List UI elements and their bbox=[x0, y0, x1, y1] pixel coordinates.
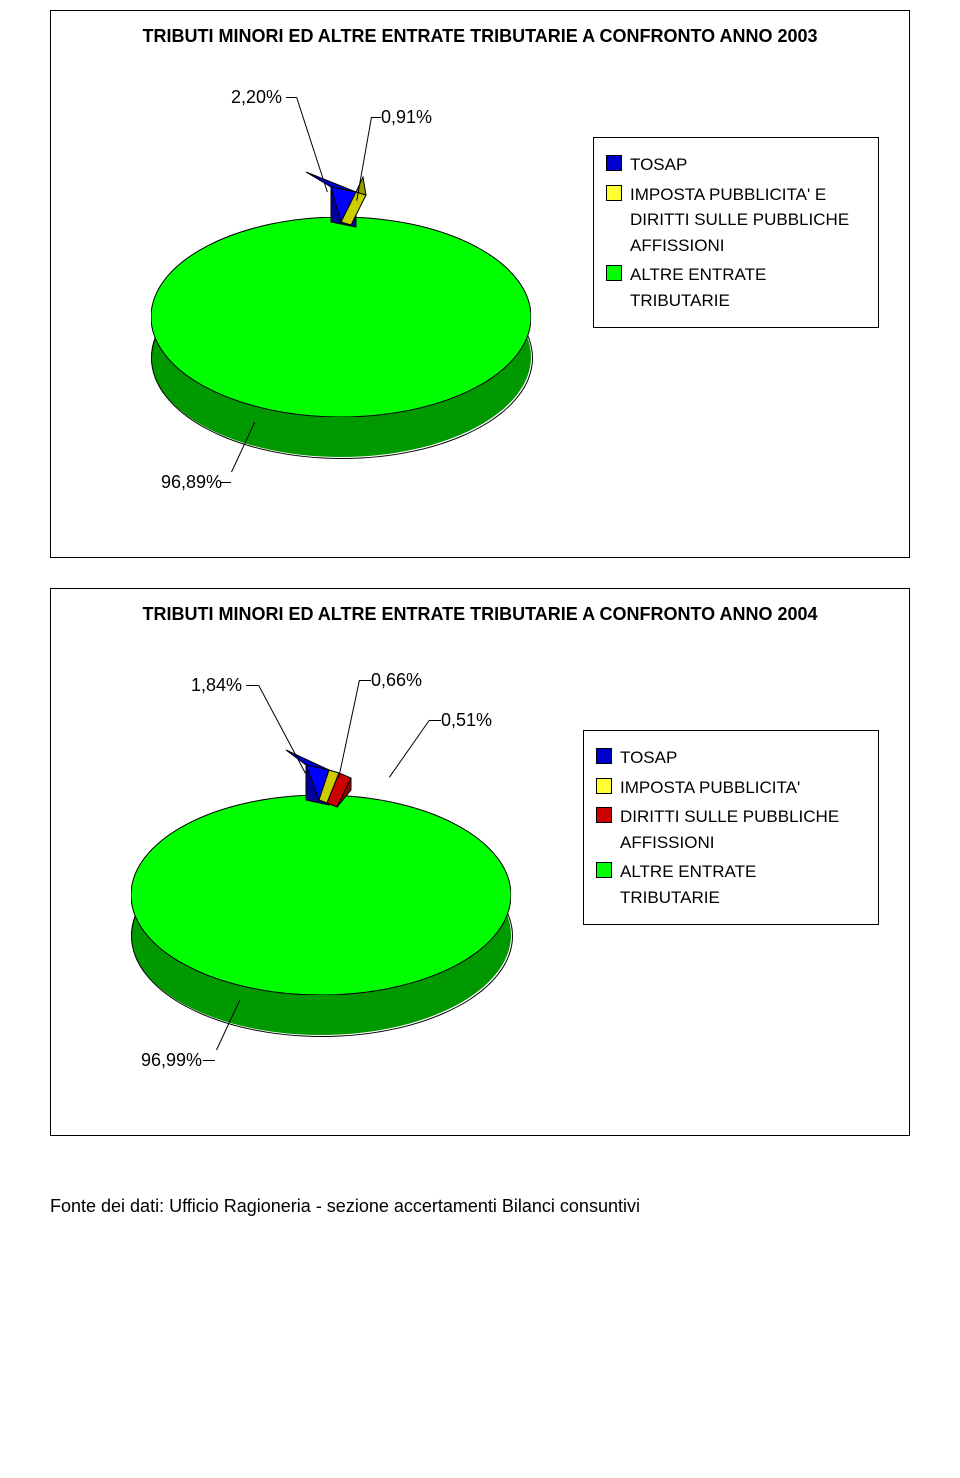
leader bbox=[286, 97, 296, 98]
leader bbox=[221, 482, 231, 483]
chart-2003-title: TRIBUTI MINORI ED ALTRE ENTRATE TRIBUTAR… bbox=[71, 26, 889, 47]
legend-item: IMPOSTA PUBBLICITA' E DIRITTI SULLE PUBB… bbox=[606, 182, 866, 259]
swatch bbox=[596, 748, 612, 764]
swatch bbox=[606, 155, 622, 171]
legend-label: ALTRE ENTRATE TRIBUTARIE bbox=[620, 859, 850, 910]
callout-2003-altre: 96,89% bbox=[161, 472, 222, 493]
swatch bbox=[606, 185, 622, 201]
legend-label: IMPOSTA PUBBLICITA' E DIRITTI SULLE PUBB… bbox=[630, 182, 860, 259]
pie-2003 bbox=[151, 197, 531, 457]
legend-label: IMPOSTA PUBBLICITA' bbox=[620, 775, 800, 801]
callout-2004-altre: 96,99% bbox=[141, 1050, 202, 1071]
leader bbox=[371, 117, 381, 118]
pie-2004 bbox=[131, 775, 511, 1035]
legend-item: ALTRE ENTRATE TRIBUTARIE bbox=[596, 859, 866, 910]
legend-label: TOSAP bbox=[620, 745, 677, 771]
swatch bbox=[596, 862, 612, 878]
callout-2004-tosap: 1,84% bbox=[191, 675, 242, 696]
chart-2004-title: TRIBUTI MINORI ED ALTRE ENTRATE TRIBUTAR… bbox=[71, 604, 889, 625]
legend-label: TOSAP bbox=[630, 152, 687, 178]
callout-2004-diritti: 0,51% bbox=[441, 710, 492, 731]
swatch bbox=[606, 265, 622, 281]
swatch bbox=[596, 778, 612, 794]
callout-2003-tosap: 2,20% bbox=[231, 87, 282, 108]
swatch bbox=[596, 807, 612, 823]
leader bbox=[203, 1060, 215, 1061]
legend-item: DIRITTI SULLE PUBBLICHE AFFISSIONI bbox=[596, 804, 866, 855]
pie-top bbox=[151, 217, 531, 417]
chart-2003-area: 2,20% 0,91% bbox=[71, 77, 889, 517]
legend-item: IMPOSTA PUBBLICITA' bbox=[596, 775, 866, 801]
legend-item: TOSAP bbox=[606, 152, 866, 178]
legend-item: ALTRE ENTRATE TRIBUTARIE bbox=[606, 262, 866, 313]
legend-label: ALTRE ENTRATE TRIBUTARIE bbox=[630, 262, 860, 313]
chart-2004-area: 1,84% 0,66% 0,51% bbox=[71, 655, 889, 1095]
callout-2003-imposta: 0,91% bbox=[381, 107, 432, 128]
legend-2003: TOSAP IMPOSTA PUBBLICITA' E DIRITTI SULL… bbox=[593, 137, 879, 328]
legend-label: DIRITTI SULLE PUBBLICHE AFFISSIONI bbox=[620, 804, 850, 855]
legend-2004: TOSAP IMPOSTA PUBBLICITA' DIRITTI SULLE … bbox=[583, 730, 879, 925]
leader bbox=[389, 720, 430, 778]
footer-source: Fonte dei dati: Ufficio Ragioneria - sez… bbox=[50, 1196, 960, 1217]
chart-2003-panel: TRIBUTI MINORI ED ALTRE ENTRATE TRIBUTAR… bbox=[50, 10, 910, 558]
leader bbox=[246, 685, 258, 686]
leader bbox=[359, 680, 371, 681]
wedge-tosap bbox=[301, 167, 391, 237]
callout-2004-imposta: 0,66% bbox=[371, 670, 422, 691]
legend-item: TOSAP bbox=[596, 745, 866, 771]
leader bbox=[429, 720, 441, 721]
chart-2004-panel: TRIBUTI MINORI ED ALTRE ENTRATE TRIBUTAR… bbox=[50, 588, 910, 1136]
pie-top bbox=[131, 795, 511, 995]
